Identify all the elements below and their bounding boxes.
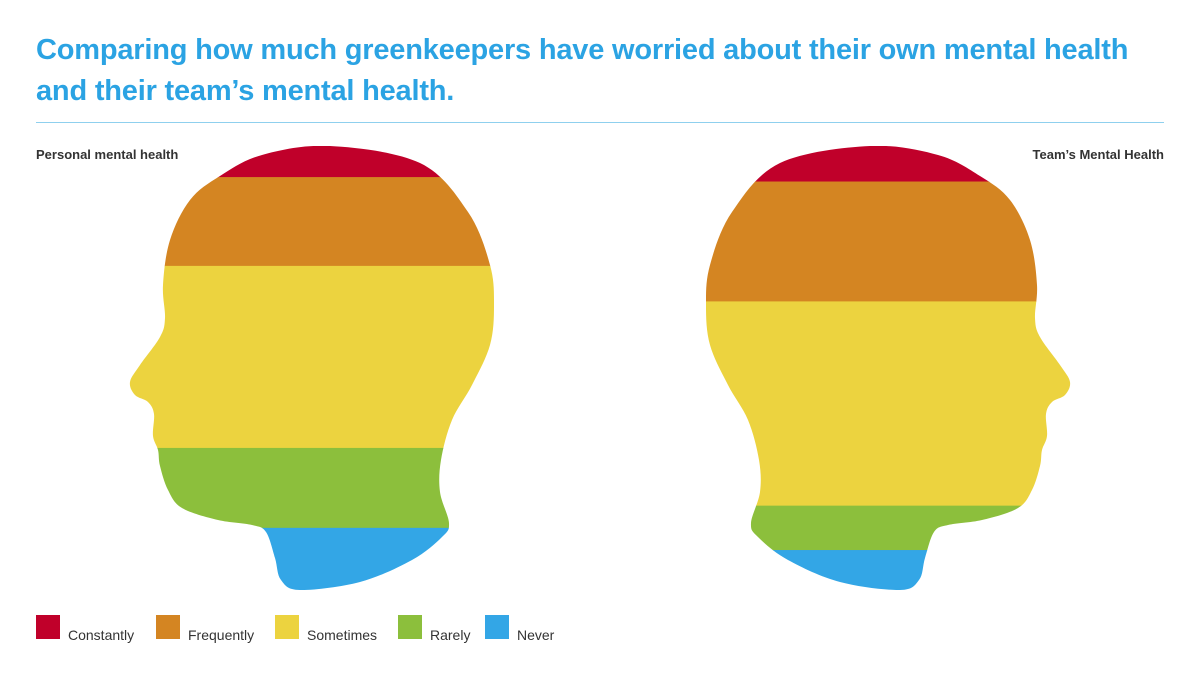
legend-item: Rarely — [398, 615, 485, 643]
legend-item: Never — [485, 615, 565, 643]
panel-label-team: Team’s Mental Health — [1032, 147, 1164, 162]
band-frequently — [129, 177, 495, 267]
band-never — [129, 527, 495, 591]
legend-swatch — [36, 615, 60, 639]
band-frequently — [705, 181, 1071, 302]
legend: Constantly Frequently Sometimes Rarely Never — [36, 615, 565, 643]
legend-item: Constantly — [36, 615, 156, 643]
legend-item: Frequently — [156, 615, 275, 643]
legend-label: Constantly — [68, 627, 135, 643]
legend-swatch — [156, 615, 180, 639]
band-constantly — [705, 146, 1071, 183]
legend-label: Rarely — [430, 627, 471, 643]
band-never — [705, 550, 1071, 591]
band-rarely — [705, 505, 1071, 551]
band-sometimes — [705, 301, 1071, 507]
legend-swatch — [275, 615, 299, 639]
legend-swatch — [398, 615, 422, 639]
band-rarely — [129, 447, 495, 529]
head-personal — [129, 146, 495, 591]
band-constantly — [129, 146, 495, 178]
chart-title: Comparing how much greenkeepers have wor… — [36, 34, 1129, 107]
legend-label: Never — [517, 627, 555, 643]
legend-label: Sometimes — [307, 627, 378, 643]
head-team — [705, 146, 1071, 591]
band-sometimes — [129, 265, 495, 449]
legend-swatch — [485, 615, 509, 639]
divider — [36, 122, 1164, 123]
legend-item: Sometimes — [275, 615, 398, 643]
panel-label-personal: Personal mental health — [36, 147, 179, 162]
legend-label: Frequently — [188, 627, 255, 643]
